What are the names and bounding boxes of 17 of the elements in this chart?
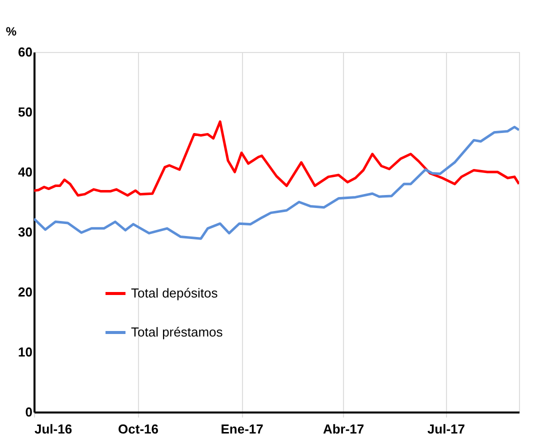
y-tick-label: 30 [18,224,32,240]
x-tick-label: Abr-17 [322,422,364,436]
x-tick-label: Ene-17 [220,422,264,436]
legend-label: Total depósitos [131,286,218,300]
y-tick-label: 10 [18,344,32,360]
y-axis-title: % [6,24,17,38]
y-tick-label: 0 [25,404,32,420]
x-tick-label: Jul-17 [427,422,465,436]
legend-label: Total préstamos [131,324,224,340]
y-tick-label: 50 [18,104,32,120]
x-tick-label: Oct-16 [118,422,158,436]
y-tick-label: 60 [18,44,32,60]
line-series [34,120,519,197]
line-series [34,126,519,240]
y-tick-label: 20 [18,284,32,300]
x-tick-label: Jul-16 [34,422,72,436]
y-tick-label: 40 [18,164,32,180]
